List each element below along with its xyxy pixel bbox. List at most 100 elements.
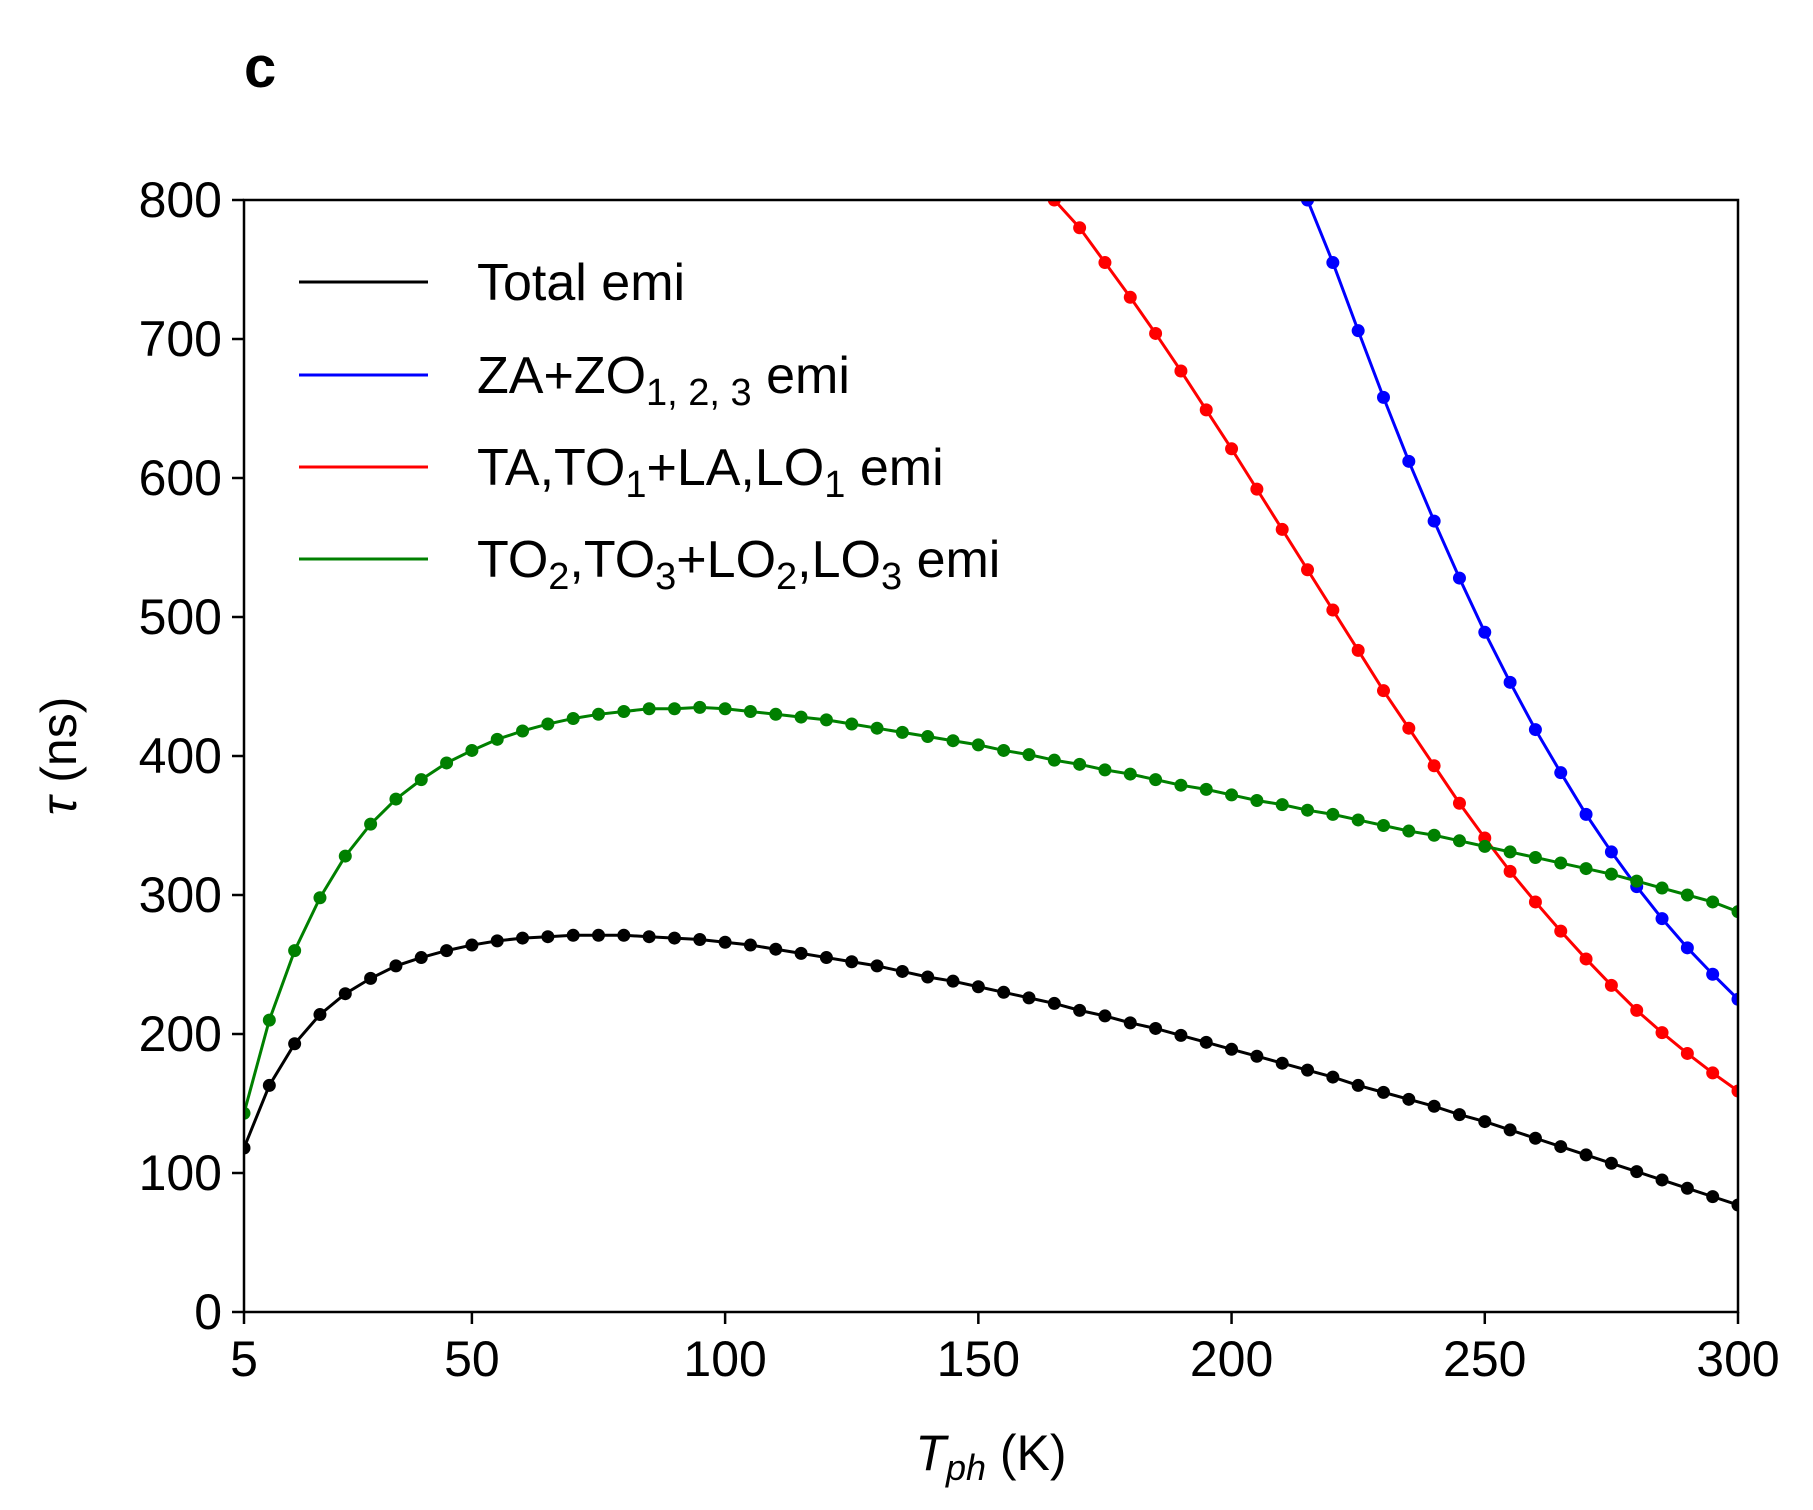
series-3-point <box>1680 1046 1694 1060</box>
series-4-point <box>1427 828 1441 842</box>
series-3-point <box>1301 563 1315 577</box>
series-1-point <box>516 931 530 945</box>
series-4-point <box>1174 778 1188 792</box>
series-1-point <box>1452 1108 1466 1122</box>
series-1-point <box>1022 991 1036 1005</box>
series-1-point <box>642 930 656 944</box>
series-4-point <box>541 717 555 731</box>
series-4-point <box>516 724 530 738</box>
series-2-point <box>1655 912 1669 926</box>
series-1-point <box>1604 1156 1618 1170</box>
series-1-point <box>895 964 909 978</box>
series-4-point <box>288 944 302 958</box>
series-1-point <box>1376 1085 1390 1099</box>
series-2-point <box>1554 766 1568 780</box>
series-1-point <box>440 944 454 958</box>
series-4-point <box>667 702 681 716</box>
series-1-point <box>794 946 808 960</box>
series-1-point <box>997 985 1011 999</box>
series-1-point <box>1199 1035 1213 1049</box>
series-1-point <box>617 928 631 942</box>
series-4-point <box>1022 748 1036 762</box>
series-1-point <box>693 932 707 946</box>
series-4-point <box>1402 824 1416 838</box>
series-4-point <box>1326 807 1340 821</box>
y-tick-label: 800 <box>139 172 222 228</box>
series-2-point <box>1376 390 1390 404</box>
series-1-point <box>1655 1173 1669 1187</box>
series-4-point <box>617 705 631 719</box>
y-axis-label-symbol: τ <box>31 793 87 815</box>
series-4-point <box>262 1013 276 1027</box>
series-3-point <box>1630 1003 1644 1017</box>
series-1-point <box>971 980 985 994</box>
series-4-point <box>592 707 606 721</box>
series-1-point <box>1250 1049 1264 1063</box>
legend-label-text: ZA+ZO <box>477 347 646 405</box>
series-4-point <box>1275 798 1289 812</box>
legend-label-text: TA,TO <box>477 439 625 497</box>
series-4-point <box>1680 888 1694 902</box>
series-4-point <box>946 734 960 748</box>
series-1-point <box>1326 1070 1340 1084</box>
series-1-point <box>313 1008 327 1022</box>
series-4-point <box>921 730 935 744</box>
series-4-point <box>769 707 783 721</box>
series-4-point <box>490 732 504 746</box>
x-axis-label-subscript: ph <box>945 1447 986 1488</box>
series-1-point <box>414 951 428 965</box>
y-tick-label: 100 <box>139 1145 222 1201</box>
series-4-point <box>414 773 428 787</box>
series-4-point <box>1604 867 1618 881</box>
series-1 <box>244 928 1738 1212</box>
series-3-point <box>1174 364 1188 378</box>
series-4-point <box>1579 862 1593 876</box>
series-2-point <box>1579 807 1593 821</box>
series-1-point <box>1073 1003 1087 1017</box>
series-1-point <box>718 935 732 949</box>
series-2-point <box>1478 625 1492 639</box>
series-1-point <box>1630 1165 1644 1179</box>
legend-label-text: ,LO <box>797 531 881 589</box>
series-3-point <box>1225 442 1239 456</box>
series-1-point <box>1047 996 1061 1010</box>
series-4-point <box>642 702 656 716</box>
series-1-point <box>1225 1042 1239 1056</box>
legend-label-text: emi <box>902 531 1000 589</box>
series-4-point <box>1554 856 1568 870</box>
series-4-point <box>465 743 479 757</box>
legend-label-1: Total emi <box>477 254 685 312</box>
series-1-point <box>769 942 783 956</box>
y-tick-label: 600 <box>139 450 222 506</box>
series-4-point <box>1047 753 1061 767</box>
series-1-point <box>1731 1198 1738 1212</box>
legend-label-subscript: 1 <box>824 464 845 506</box>
series-4-point <box>1376 819 1390 832</box>
legend-label-subscript: 2 <box>776 556 797 598</box>
series-3-point <box>1149 326 1163 340</box>
series-4-point <box>1478 839 1492 853</box>
series-4-point <box>1630 874 1644 888</box>
series-4-point <box>364 817 378 831</box>
legend-label-subscript: 1, 2, 3 <box>646 372 752 414</box>
series-3-point <box>1199 403 1213 417</box>
series-1-point <box>1528 1131 1542 1145</box>
y-tick-label: 300 <box>139 867 222 923</box>
series-1-point <box>262 1078 276 1092</box>
series-4-point <box>693 700 707 714</box>
series-3-point <box>1351 643 1365 657</box>
series-1-point <box>364 971 378 985</box>
series-1-point <box>1351 1078 1365 1092</box>
series-4-point <box>1503 845 1517 859</box>
series-3-point <box>1275 522 1289 536</box>
series-2-point <box>1452 571 1466 585</box>
y-tick-label: 700 <box>139 311 222 367</box>
series-4-point <box>1731 905 1738 919</box>
series-3-point <box>1731 1084 1738 1098</box>
series-1-point <box>1706 1190 1720 1204</box>
series-3-point <box>1123 290 1137 304</box>
legend-label-subscript: 3 <box>881 556 902 598</box>
series-4-point <box>440 756 454 770</box>
series-3-line <box>1053 200 1738 1093</box>
